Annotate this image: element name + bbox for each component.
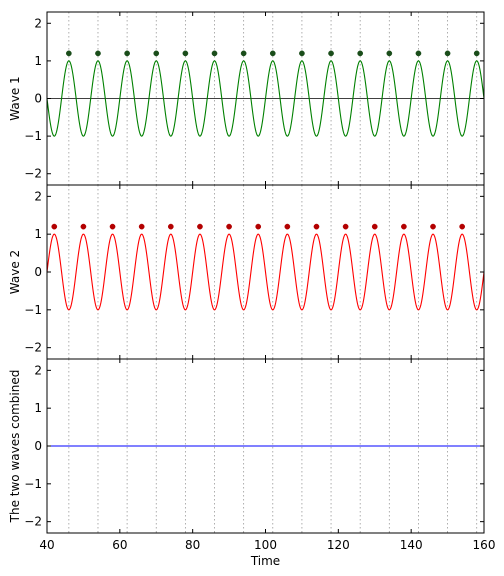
panel-3: −2 −1 0 1 2 The two waves combined [8,358,485,534]
peak-marker [95,50,101,57]
peak-marker [401,223,407,230]
x-tick-label: 40 [39,538,54,552]
peak-marker [313,223,320,230]
y-tick-label: −2 [24,341,42,355]
peak-marker [226,223,232,230]
x-tick-label: 80 [185,538,200,552]
y-tick-label: 1 [34,401,42,415]
y-tick-label: −1 [24,129,42,143]
y-axis-label: Wave 1 [8,76,22,120]
peak-marker [124,50,130,57]
peak-marker [386,50,393,57]
peak-marker [255,223,262,230]
y-tick-label: −1 [24,303,42,317]
peak-marker [459,223,465,230]
peak-marker [444,50,451,57]
y-tick-label: 0 [34,92,42,106]
peak-marker [299,50,305,57]
y-tick-label: 1 [34,227,42,241]
y-tick-label: −2 [24,515,42,529]
y-tick-label: 2 [34,189,42,203]
peak-marker [430,223,436,230]
y-tick-label: 0 [34,439,42,453]
x-axis-label: Time [250,554,280,568]
peak-marker [109,223,116,230]
panel-1: −2 −1 0 1 2 Wave 1 [8,11,485,186]
x-tick-label: 120 [327,538,350,552]
x-tick-label: 160 [473,538,496,552]
peak-marker [415,50,422,57]
y-tick-label: −1 [24,477,42,491]
peak-marker [138,223,145,230]
peak-marker [80,223,87,230]
peak-marker [66,50,72,57]
y-tick-label: −2 [24,167,42,181]
y-tick-label: 2 [34,16,42,30]
series-line [46,233,485,311]
y-tick-label: 2 [34,363,42,377]
panel-2: −2 −1 0 1 2 Wave 2 [8,184,485,360]
peak-marker [182,50,189,57]
series-line [46,60,485,137]
x-tick-label: 60 [112,538,127,552]
x-tick-label: 140 [400,538,423,552]
peak-marker [240,50,247,57]
x-tick-label: 100 [254,538,277,552]
peak-marker [284,223,291,230]
peak-marker [167,223,174,230]
y-tick-label: 1 [34,54,42,68]
peak-marker [473,50,480,57]
peak-marker [269,50,276,57]
peak-marker [357,50,364,57]
peak-marker [342,223,349,230]
y-axis-label: The two waves combined [8,370,22,524]
peak-marker [51,223,58,230]
y-axis-label: Wave 2 [8,250,22,294]
peak-marker [371,223,378,230]
peak-marker [153,50,160,57]
peak-marker [211,50,218,57]
y-tick-label: 0 [34,265,42,279]
peak-marker [328,50,334,57]
peak-marker [197,223,203,230]
